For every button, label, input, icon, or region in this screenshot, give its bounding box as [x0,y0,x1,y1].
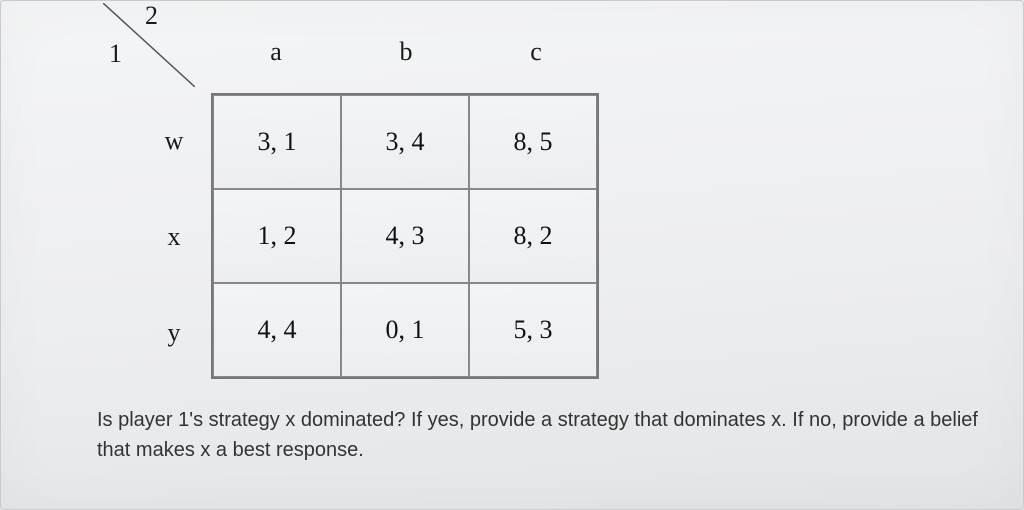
player-1-label: 1 [109,39,122,69]
table-row: 4, 4 0, 1 5, 3 [213,283,597,377]
cell-x-a: 1, 2 [213,189,341,283]
row-header-y: y [149,285,199,381]
cell-x-b: 4, 3 [341,189,469,283]
col-header-a: a [211,37,341,67]
row-headers: w x y [149,93,199,381]
row-header-w: w [149,93,199,189]
player-corner: 1 2 [103,3,195,87]
payoff-table: 3, 1 3, 4 8, 5 1, 2 4, 3 8, 2 4, 4 0, 1 … [211,93,599,379]
cell-y-a: 4, 4 [213,283,341,377]
row-header-x: x [149,189,199,285]
col-header-c: c [471,37,601,67]
question-text: Is player 1's strategy x dominated? If y… [97,405,993,465]
cell-y-c: 5, 3 [469,283,597,377]
column-headers: a b c [211,37,601,67]
cell-y-b: 0, 1 [341,283,469,377]
cell-w-a: 3, 1 [213,95,341,189]
player-2-label: 2 [145,1,158,31]
cell-x-c: 8, 2 [469,189,597,283]
cell-w-b: 3, 4 [341,95,469,189]
table-row: 3, 1 3, 4 8, 5 [213,95,597,189]
worksheet-page: 1 2 a b c w x y 3, 1 3, 4 8, 5 1, 2 4, 3… [0,0,1024,510]
col-header-b: b [341,37,471,67]
cell-w-c: 8, 5 [469,95,597,189]
table-row: 1, 2 4, 3 8, 2 [213,189,597,283]
